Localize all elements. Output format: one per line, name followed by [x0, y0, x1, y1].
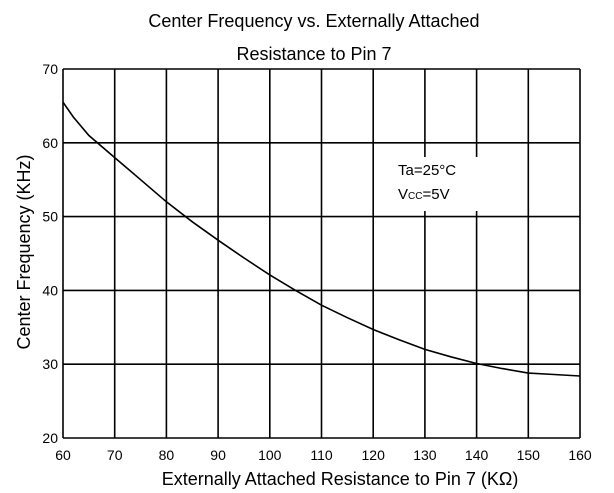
x-tick-label-150: 150	[517, 447, 541, 463]
annotation: Ta=25°C VCC=5V	[390, 157, 480, 211]
x-axis-label: Externally Attached Resistance to Pin 7 …	[162, 469, 519, 489]
x-tick-label-120: 120	[362, 447, 386, 463]
y-tick-label-20: 20	[42, 430, 58, 446]
x-tick-label-130: 130	[413, 447, 437, 463]
y-tick-label-60: 60	[42, 135, 58, 151]
x-tick-label-160: 160	[568, 447, 592, 463]
grid	[62, 68, 581, 439]
x-tick-label-70: 70	[107, 447, 123, 463]
series-line	[62, 101, 581, 377]
y-tick-label-40: 40	[42, 282, 58, 298]
y-tick-label-30: 30	[42, 356, 58, 372]
annotation-v: V	[398, 186, 408, 203]
x-tick-label-100: 100	[258, 447, 282, 463]
x-tick-label-80: 80	[159, 447, 175, 463]
annotation-background	[390, 157, 480, 211]
annotation-line1: Ta=25°C	[398, 162, 456, 179]
x-tick-label-110: 110	[310, 447, 333, 463]
annotation-cc: CC	[408, 191, 422, 202]
x-tick-label-60: 60	[55, 447, 71, 463]
y-tick-label-70: 70	[42, 61, 58, 77]
x-tick-label-90: 90	[210, 447, 226, 463]
chart-title-line2: Resistance to Pin 7	[236, 44, 391, 64]
y-axis-label: Center Frequency (KHz)	[14, 154, 34, 349]
tick-labels: 60 70 80 90 100 110 120 130 140 150 160 20 30 40 50 60 7…	[42, 61, 591, 463]
x-tick-label-140: 140	[465, 447, 489, 463]
chart-title-line1: Center Frequency vs. Externally Attached	[148, 11, 479, 31]
annotation-line2: VCC=5V	[398, 186, 450, 203]
y-tick-label-50: 50	[42, 209, 58, 225]
annotation-value: =5V	[422, 186, 449, 203]
